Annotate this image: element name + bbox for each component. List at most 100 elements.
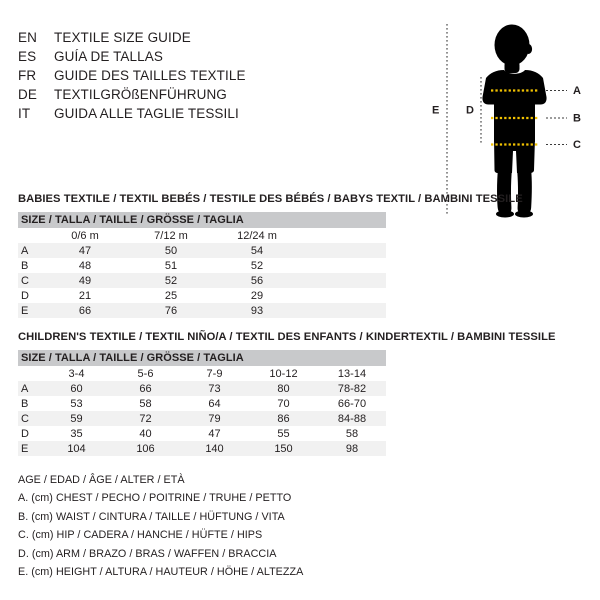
babies-row-c-v1: 52 bbox=[128, 273, 214, 288]
children-col-3: 7-9 bbox=[206, 367, 223, 380]
children-column-header-row: 3-4 5-6 7-9 10-12 13-14 bbox=[18, 366, 386, 381]
babies-row-b-v0: 48 bbox=[78, 259, 92, 272]
children-row-d-v3: 55 bbox=[277, 427, 290, 440]
babies-row-d-label: D bbox=[21, 289, 29, 302]
babies-row-a-v1: 50 bbox=[128, 243, 214, 258]
table-row: D 21 25 29 bbox=[18, 288, 386, 303]
babies-row-b-v2: 52 bbox=[250, 259, 264, 272]
measurement-legend: AGE / EDAD / ÂGE / ALTER / ETÀ A. (cm) C… bbox=[18, 471, 438, 581]
children-col-0 bbox=[18, 366, 42, 381]
children-row-b-v1: 58 bbox=[139, 397, 152, 410]
babies-col-0 bbox=[18, 228, 42, 243]
babies-col-1: 0/6 m bbox=[71, 229, 99, 242]
child-silhouette bbox=[482, 24, 547, 218]
babies-row-c-label: C bbox=[18, 273, 42, 288]
children-row-a-label: A bbox=[18, 381, 42, 396]
table-row: D 35 40 47 55 58 bbox=[18, 426, 386, 441]
legend-row-age: AGE / EDAD / ÂGE / ALTER / ETÀ bbox=[18, 474, 185, 486]
legend-row-arm: D. (cm) ARM / BRAZO / BRAS / WAFFEN / BR… bbox=[18, 547, 277, 560]
children-col-4: 10-12 bbox=[269, 367, 298, 380]
legend-row-waist: B. (cm) WAIST / CINTURA / TAILLE / HÜFTU… bbox=[18, 510, 285, 523]
babies-row-e-v1: 76 bbox=[128, 303, 214, 318]
language-code-it: IT bbox=[18, 106, 31, 121]
table-row: E 66 76 93 bbox=[18, 303, 386, 318]
language-row-de: DE TEXTILGRÖßENFÜHRUNG bbox=[18, 87, 318, 106]
diagram-label-c: C bbox=[573, 139, 581, 151]
children-row-a-v3: 80 bbox=[249, 381, 318, 396]
children-row-b-v2: 64 bbox=[208, 397, 221, 410]
legend-row-hip: C. (cm) HIP / CADERA / HANCHE / HÜFTE / … bbox=[18, 529, 263, 542]
babies-col-2: 7/12 m bbox=[154, 229, 188, 242]
babies-row-b-v1: 51 bbox=[164, 259, 178, 272]
children-row-b-v3: 70 bbox=[277, 397, 290, 410]
babies-row-b-label: B bbox=[21, 259, 29, 272]
children-row-c-v3: 86 bbox=[249, 411, 318, 426]
table-row: C 59 72 79 86 84-88 bbox=[18, 411, 386, 426]
language-title-fr: GUIDE DES TAILLES TEXTILE bbox=[54, 68, 246, 83]
children-row-a-v0: 60 bbox=[42, 381, 111, 396]
language-row-en: EN TEXTILE SIZE GUIDE bbox=[18, 30, 318, 49]
children-row-d-v0: 35 bbox=[70, 427, 83, 440]
babies-size-header: SIZE / TALLA / TAILLE / GRÖSSE / TAGLIA bbox=[18, 212, 386, 228]
children-textile-section: CHILDREN'S TEXTILE / TEXTIL NIÑO/A / TEX… bbox=[18, 331, 588, 456]
children-section-title: CHILDREN'S TEXTILE / TEXTIL NIÑO/A / TEX… bbox=[18, 331, 556, 343]
babies-row-e-v2: 93 bbox=[214, 303, 300, 318]
children-row-d-v2: 47 bbox=[208, 427, 221, 440]
children-size-header: SIZE / TALLA / TAILLE / GRÖSSE / TAGLIA bbox=[18, 350, 386, 366]
children-row-a-v4: 78-82 bbox=[318, 381, 386, 396]
children-row-a-v1: 66 bbox=[111, 381, 180, 396]
children-row-c-v1: 72 bbox=[111, 411, 180, 426]
children-row-c-v4: 84-88 bbox=[318, 411, 386, 426]
table-row: A 47 50 54 bbox=[18, 243, 386, 258]
children-row-e-v1: 106 bbox=[111, 441, 180, 456]
babies-row-d-v2: 29 bbox=[250, 289, 264, 302]
table-row: A 60 66 73 80 78-82 bbox=[18, 381, 386, 396]
language-code-es: ES bbox=[18, 49, 37, 64]
language-code-en: EN bbox=[18, 30, 37, 45]
diagram-label-b: B bbox=[573, 113, 581, 125]
children-col-1: 3-4 bbox=[68, 367, 85, 380]
language-code-fr: FR bbox=[18, 68, 37, 83]
children-row-b-v4: 66-70 bbox=[337, 397, 367, 410]
language-title-es: GUÍA DE TALLAS bbox=[54, 49, 163, 64]
children-col-2: 5-6 bbox=[137, 367, 154, 380]
table-row: E 104 106 140 150 98 bbox=[18, 441, 386, 456]
children-row-e-v3: 150 bbox=[249, 441, 318, 456]
language-title-it: GUIDA ALLE TAGLIE TESSILI bbox=[54, 106, 239, 121]
legend-row-height: E. (cm) HEIGHT / ALTURA / HAUTEUR / HÖHE… bbox=[18, 565, 304, 578]
language-title-list: EN TEXTILE SIZE GUIDE ES GUÍA DE TALLAS … bbox=[18, 30, 318, 125]
children-row-e-label: E bbox=[18, 441, 42, 456]
table-row: B 53 58 64 70 66-70 bbox=[18, 396, 386, 411]
children-row-d-label: D bbox=[21, 427, 29, 440]
babies-row-a-label: A bbox=[18, 243, 42, 258]
legend-row-chest: A. (cm) CHEST / PECHO / POITRINE / TRUHE… bbox=[18, 492, 292, 505]
babies-textile-section: BABIES TEXTILE / TEXTIL BEBÉS / TESTILE … bbox=[18, 193, 588, 318]
children-size-table: 3-4 5-6 7-9 10-12 13-14 A 60 66 73 80 78… bbox=[18, 366, 386, 456]
babies-row-e-label: E bbox=[18, 303, 42, 318]
babies-row-d-v1: 25 bbox=[164, 289, 178, 302]
children-row-e-v0: 104 bbox=[42, 441, 111, 456]
language-title-en: TEXTILE SIZE GUIDE bbox=[54, 30, 191, 45]
children-row-c-v0: 59 bbox=[42, 411, 111, 426]
diagram-label-e: E bbox=[432, 105, 439, 117]
children-row-d-v1: 40 bbox=[139, 427, 152, 440]
children-row-c-label: C bbox=[18, 411, 42, 426]
babies-row-a-v2: 54 bbox=[214, 243, 300, 258]
babies-row-a-v0: 47 bbox=[42, 243, 128, 258]
language-row-fr: FR GUIDE DES TAILLES TEXTILE bbox=[18, 68, 318, 87]
babies-row-d-v0: 21 bbox=[78, 289, 92, 302]
children-row-e-v4: 98 bbox=[318, 441, 386, 456]
babies-section-title: BABIES TEXTILE / TEXTIL BEBÉS / TESTILE … bbox=[18, 193, 523, 205]
babies-row-e-v0: 66 bbox=[42, 303, 128, 318]
children-row-d-v4: 58 bbox=[345, 427, 359, 440]
diagram-label-a: A bbox=[573, 85, 581, 97]
children-row-c-v2: 79 bbox=[180, 411, 249, 426]
babies-column-header-row: 0/6 m 7/12 m 12/24 m bbox=[18, 228, 386, 243]
language-row-it: IT GUIDA ALLE TAGLIE TESSILI bbox=[18, 106, 318, 125]
language-row-es: ES GUÍA DE TALLAS bbox=[18, 49, 318, 68]
children-row-a-v2: 73 bbox=[180, 381, 249, 396]
table-row: C 49 52 56 bbox=[18, 273, 386, 288]
children-col-5: 13-14 bbox=[337, 367, 367, 380]
children-row-e-v2: 140 bbox=[180, 441, 249, 456]
table-row: B 48 51 52 bbox=[18, 258, 386, 273]
